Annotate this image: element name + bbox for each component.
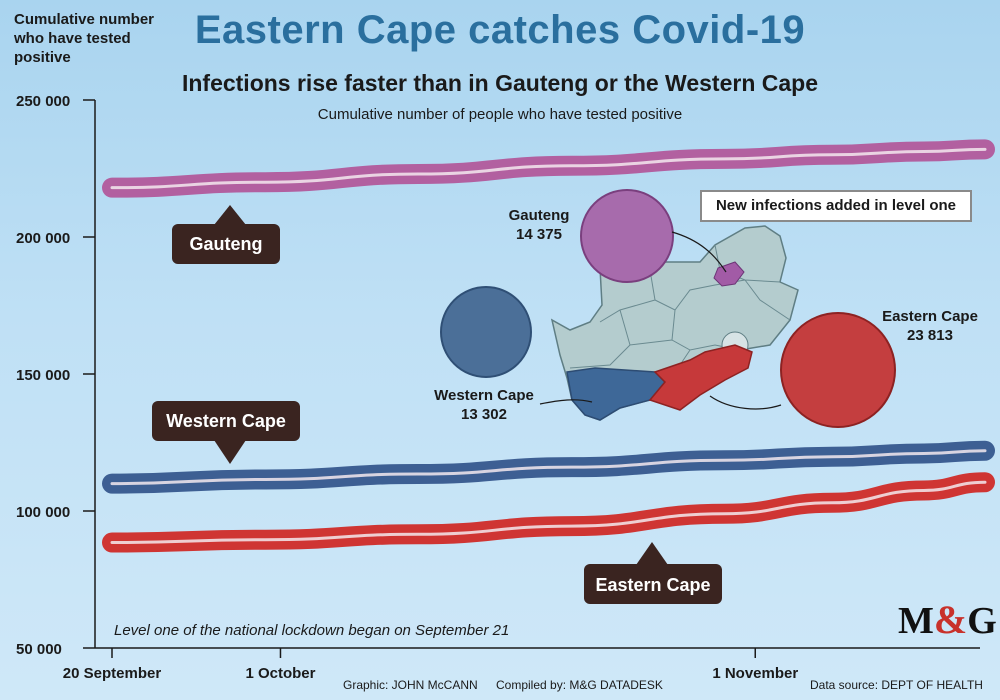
eastern-cape-map-name: Eastern Cape <box>882 308 978 325</box>
y-tick-label: 150 000 <box>16 367 70 384</box>
chart-subtitle: Infections rise faster than in Gauteng o… <box>181 70 819 96</box>
eastern-cape-leader-line <box>709 395 782 410</box>
western-cape-callout-box <box>152 401 300 441</box>
credit-graphic: Graphic: JOHN McCANN <box>343 678 478 692</box>
gauteng-map-label: Gauteng 14 375 <box>496 206 582 244</box>
eastern-cape-callout: Eastern Cape <box>584 542 722 604</box>
eastern-cape-callout-label: Eastern Cape <box>595 575 710 595</box>
western-cape-bubble <box>440 286 532 378</box>
western-cape-callout-label: Western Cape <box>166 411 286 431</box>
western-cape-series-highlight <box>110 449 987 486</box>
western-cape-leader-line <box>539 399 593 405</box>
gauteng-callout-box <box>172 224 280 264</box>
chart-title: Eastern Cape catches Covid-19 <box>194 8 806 52</box>
axes: 50 000 100 000 150 000 200 000 250 000 20 Sep… <box>16 93 980 682</box>
mg-logo-amp: & <box>933 597 968 642</box>
gauteng-region <box>713 261 745 287</box>
gauteng-callout-label: Gauteng <box>189 234 262 254</box>
credit-source: Data source: DEPT OF HEALTH <box>810 678 983 692</box>
mg-logo-g: G <box>967 600 997 642</box>
x-tick-label: 1 November <box>712 665 798 682</box>
gauteng-bubble <box>580 189 674 283</box>
y-tick-label: 250 000 <box>16 93 70 110</box>
western-cape-map-value: 13 302 <box>461 406 507 423</box>
credit-compiled: Compiled by: M&G DATADESK <box>496 678 663 692</box>
mg-logo: M&G <box>898 596 997 643</box>
eastern-cape-region <box>648 344 753 411</box>
gauteng-leader-line <box>671 231 727 273</box>
y-tick-label: 200 000 <box>16 230 70 247</box>
gauteng-callout: Gauteng <box>172 205 280 264</box>
series-layer <box>102 139 995 553</box>
gauteng-series-highlight <box>110 147 987 190</box>
x-tick-label: 1 October <box>245 665 315 682</box>
gauteng-map-name: Gauteng <box>508 207 570 224</box>
gauteng-map-value: 14 375 <box>516 226 562 243</box>
western-cape-map-label: Western Cape 13 302 <box>424 386 544 424</box>
eastern-cape-callout-box <box>584 564 722 604</box>
eastern-cape-map-value: 23 813 <box>907 327 953 344</box>
eastern-cape-series-highlight <box>110 480 987 545</box>
eastern-cape-map-label: Eastern Cape 23 813 <box>872 307 988 345</box>
eastern-cape-callout-pointer <box>636 542 668 565</box>
gauteng-callout-pointer <box>214 205 246 225</box>
western-cape-callout-pointer <box>214 440 246 464</box>
eastern-cape-series-line <box>102 472 995 553</box>
x-tick-label: 20 September <box>63 665 162 682</box>
western-cape-callout: Western Cape <box>152 401 300 464</box>
new-infections-box: New infections added in level one <box>700 190 972 222</box>
y-axis-label: Cumulative number who have tested positi… <box>14 11 155 66</box>
eastern-cape-bubble <box>780 312 896 428</box>
chart-caption: Cumulative number of people who have tes… <box>317 106 683 123</box>
y-tick-label: 100 000 <box>16 504 70 521</box>
y-tick-label: 50 000 <box>16 641 62 658</box>
mg-logo-m: M <box>898 600 934 642</box>
western-cape-map-name: Western Cape <box>434 387 534 404</box>
lockdown-note: Level one of the national lockdown began… <box>114 622 510 639</box>
western-cape-region <box>566 367 667 421</box>
